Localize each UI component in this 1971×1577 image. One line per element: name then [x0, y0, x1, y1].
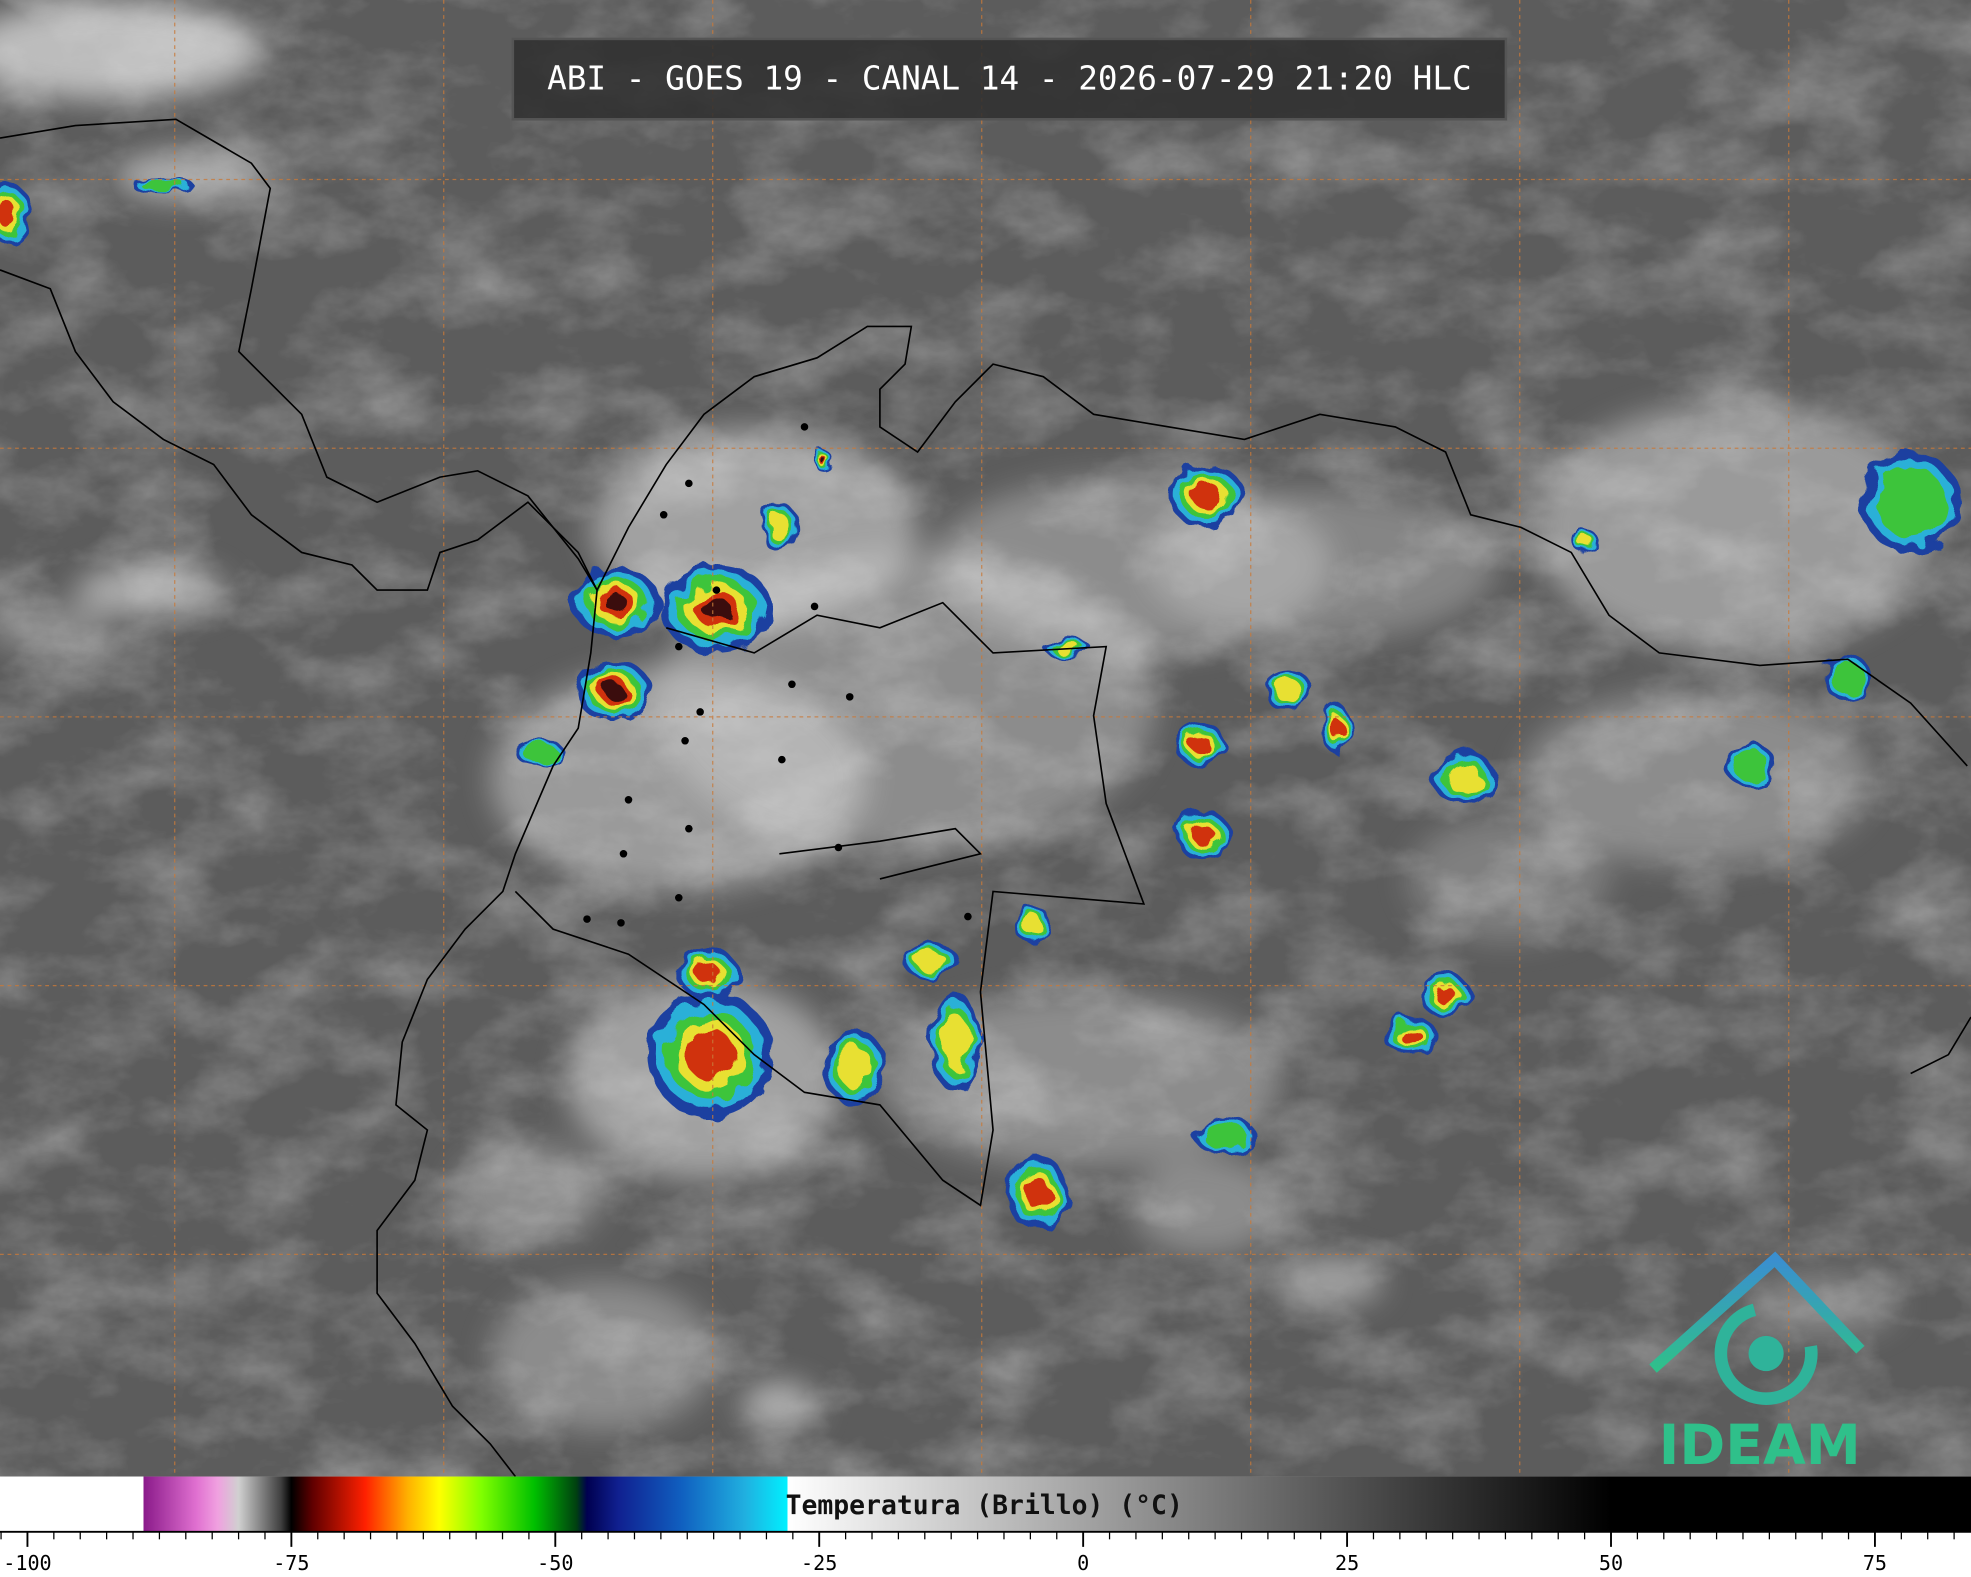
city — [810, 602, 819, 611]
storm-ring — [702, 597, 731, 620]
storm-ring — [1191, 824, 1215, 846]
storm-ring — [820, 458, 826, 464]
cloud — [1282, 1255, 1383, 1306]
storm-ring — [1024, 1177, 1050, 1208]
logo-swirl — [1714, 1302, 1818, 1405]
city — [696, 708, 704, 716]
cloud — [0, 0, 264, 101]
tick-label: 0 — [1077, 1551, 1089, 1575]
cloud — [879, 991, 1283, 1168]
city — [788, 680, 796, 689]
storm-ring — [1020, 912, 1042, 934]
border — [514, 601, 1146, 1207]
coastlines — [0, 118, 1971, 1478]
cloud — [452, 1142, 604, 1244]
storm-ring — [695, 963, 721, 984]
storm-ring — [1399, 1028, 1422, 1044]
storm-ring — [1190, 735, 1211, 754]
storm-ring — [1576, 532, 1591, 547]
border — [779, 827, 983, 880]
city — [681, 737, 689, 745]
coast — [0, 269, 598, 1478]
tick-label: 75 — [1863, 1551, 1887, 1575]
cloud — [741, 1381, 818, 1432]
tick-label: -25 — [801, 1551, 837, 1575]
storm-ring — [1733, 750, 1769, 782]
city — [800, 423, 809, 431]
coast — [596, 325, 1968, 767]
cities — [583, 423, 972, 927]
colorbar-label: Temperatura (Brillo) (°C) — [786, 1491, 1183, 1521]
logo-roof — [1649, 1251, 1865, 1373]
cloud — [1131, 1155, 1283, 1256]
tick-label: -50 — [537, 1551, 573, 1575]
storm-ring — [1875, 467, 1946, 538]
city — [675, 642, 683, 651]
tick-label: -100 — [3, 1551, 51, 1575]
cloud — [1520, 690, 1873, 867]
city — [685, 824, 693, 833]
storm-ring — [1191, 483, 1222, 509]
storm-ring — [141, 180, 186, 192]
city — [685, 479, 693, 488]
city — [617, 919, 625, 927]
city — [659, 511, 668, 519]
storm-ring — [1830, 662, 1866, 694]
cloud — [75, 565, 227, 616]
city — [624, 796, 633, 804]
logo: IDEAM — [1649, 1251, 1865, 1478]
colorbar — [0, 1476, 1971, 1532]
coast — [1910, 1016, 1971, 1075]
city — [583, 915, 591, 923]
logo-text: IDEAM — [1659, 1414, 1861, 1478]
city — [834, 843, 843, 852]
cloud — [1533, 401, 1936, 653]
storm-ring — [914, 950, 946, 971]
graticule — [0, 0, 1971, 1477]
storm-ring — [1435, 986, 1456, 1005]
cloud — [0, 602, 114, 653]
logo-eye — [1748, 1335, 1784, 1372]
storm-ring — [837, 1046, 873, 1088]
storm-ring — [768, 513, 790, 542]
coast — [0, 118, 598, 591]
storm-ring — [1447, 763, 1482, 794]
storm-ring — [1330, 718, 1343, 739]
tick-label: 50 — [1599, 1551, 1623, 1575]
tick-label: 25 — [1335, 1551, 1359, 1575]
city — [619, 850, 628, 858]
colorbar-ticks: -100 -75 -50 -25 0 25 50 75 — [0, 1531, 1955, 1575]
title-box — [511, 37, 1508, 121]
storm-ring — [1203, 1123, 1248, 1150]
storm-ring — [941, 1014, 970, 1070]
title: ABI - GOES 19 - CANAL 14 - 2026-07-29 21… — [547, 59, 1472, 97]
city — [675, 893, 683, 902]
storm-ring — [603, 682, 623, 699]
cloud — [1407, 816, 1609, 942]
city — [778, 755, 786, 764]
convective-cells — [0, 178, 1961, 1231]
storm-ring — [1053, 639, 1079, 654]
storm-ring — [522, 744, 559, 763]
cloud — [490, 1280, 717, 1432]
storm-ring — [604, 593, 627, 612]
storm-ring — [685, 1029, 736, 1080]
storm-ring — [0, 200, 17, 226]
city — [964, 912, 972, 921]
storm-ring — [1274, 679, 1303, 702]
city — [712, 586, 721, 594]
cloud — [1143, 489, 1496, 641]
city — [845, 693, 854, 701]
tick-label: -75 — [273, 1551, 309, 1575]
